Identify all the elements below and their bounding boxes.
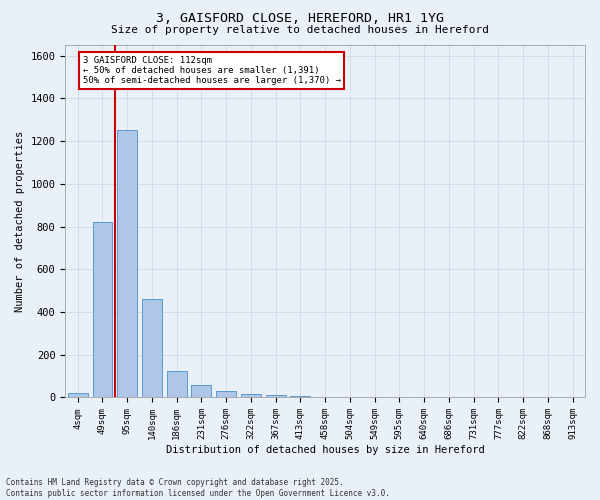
X-axis label: Distribution of detached houses by size in Hereford: Distribution of detached houses by size … xyxy=(166,445,485,455)
Text: 3, GAISFORD CLOSE, HEREFORD, HR1 1YG: 3, GAISFORD CLOSE, HEREFORD, HR1 1YG xyxy=(156,12,444,26)
Bar xyxy=(92,222,112,398)
Bar xyxy=(241,394,261,398)
Bar xyxy=(117,130,137,398)
Text: 3 GAISFORD CLOSE: 112sqm
← 50% of detached houses are smaller (1,391)
50% of sem: 3 GAISFORD CLOSE: 112sqm ← 50% of detach… xyxy=(83,56,341,86)
Bar xyxy=(266,396,286,398)
Bar xyxy=(290,396,310,398)
Bar xyxy=(216,392,236,398)
Y-axis label: Number of detached properties: Number of detached properties xyxy=(15,130,25,312)
Text: Size of property relative to detached houses in Hereford: Size of property relative to detached ho… xyxy=(111,25,489,35)
Bar xyxy=(167,371,187,398)
Bar xyxy=(68,393,88,398)
Bar xyxy=(191,385,211,398)
Text: Contains HM Land Registry data © Crown copyright and database right 2025.
Contai: Contains HM Land Registry data © Crown c… xyxy=(6,478,390,498)
Bar xyxy=(142,299,162,398)
